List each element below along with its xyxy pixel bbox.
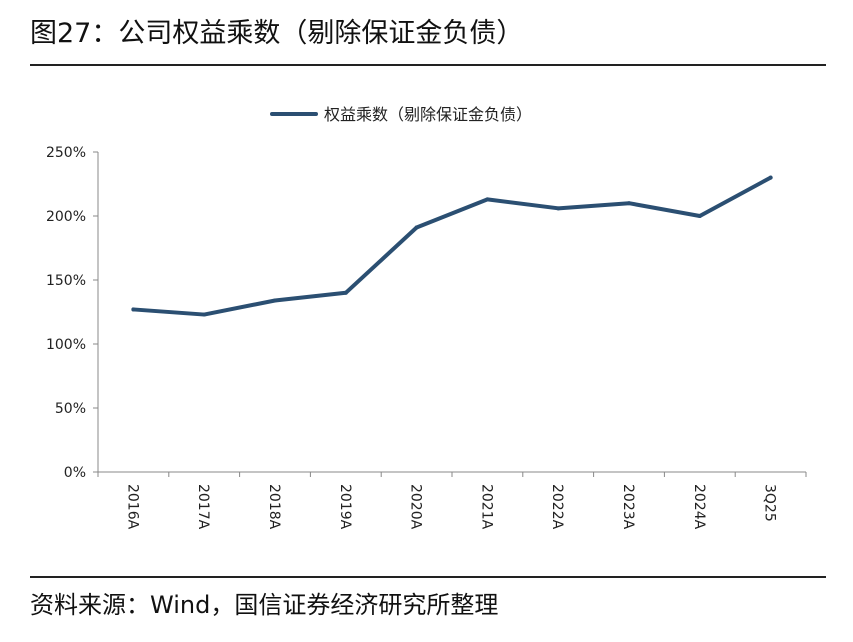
y-tick-label: 200%	[46, 209, 86, 225]
y-tick-label: 150%	[46, 273, 86, 289]
chart-axes: 0% 50% 100% 150% 200% 250% 2016A 2017A 2018A 2019…	[46, 145, 807, 530]
data-point	[414, 225, 419, 230]
source-note: 资料来源：Wind，国信证券经济研究所整理	[30, 591, 499, 619]
chart-series	[131, 175, 773, 317]
y-tick-label: 100%	[46, 337, 86, 353]
x-tick-label: 2024A	[691, 484, 707, 530]
x-tick-label: 2018A	[266, 484, 282, 530]
title-divider	[30, 64, 826, 66]
data-point	[273, 298, 277, 303]
chart-legend: 权益乘数（剔除保证金负债）	[270, 105, 532, 124]
data-point	[556, 206, 561, 211]
series-line	[131, 175, 773, 317]
figure-title: 图27：公司权益乘数（剔除保证金负债）	[30, 18, 524, 49]
x-tick-label: 2021A	[478, 484, 494, 530]
data-point	[768, 175, 773, 180]
y-tick-label: 0%	[64, 465, 86, 481]
x-tick-label: 2023A	[620, 484, 636, 530]
x-tick-label: 2020A	[408, 484, 424, 530]
data-point	[131, 307, 136, 312]
data-point	[343, 290, 348, 295]
legend-label: 权益乘数（剔除保证金负债）	[324, 105, 532, 124]
y-tick-label: 250%	[46, 145, 86, 161]
y-tick-label: 50%	[55, 401, 86, 417]
source-divider	[30, 576, 826, 578]
x-tick-label: 2016A	[124, 484, 140, 530]
data-point	[627, 201, 631, 206]
x-tick-label: 2022A	[549, 484, 565, 530]
data-point	[202, 312, 207, 317]
x-tick-label: 2017A	[195, 484, 211, 530]
data-point	[485, 197, 490, 202]
line-chart: 权益乘数（剔除保证金负债） 0% 50% 100% 150% 200% 250% 2016A…	[46, 105, 807, 530]
x-tick-label: 3Q25	[762, 484, 778, 522]
x-tick-label: 2019A	[337, 484, 353, 530]
data-point	[697, 214, 702, 218]
